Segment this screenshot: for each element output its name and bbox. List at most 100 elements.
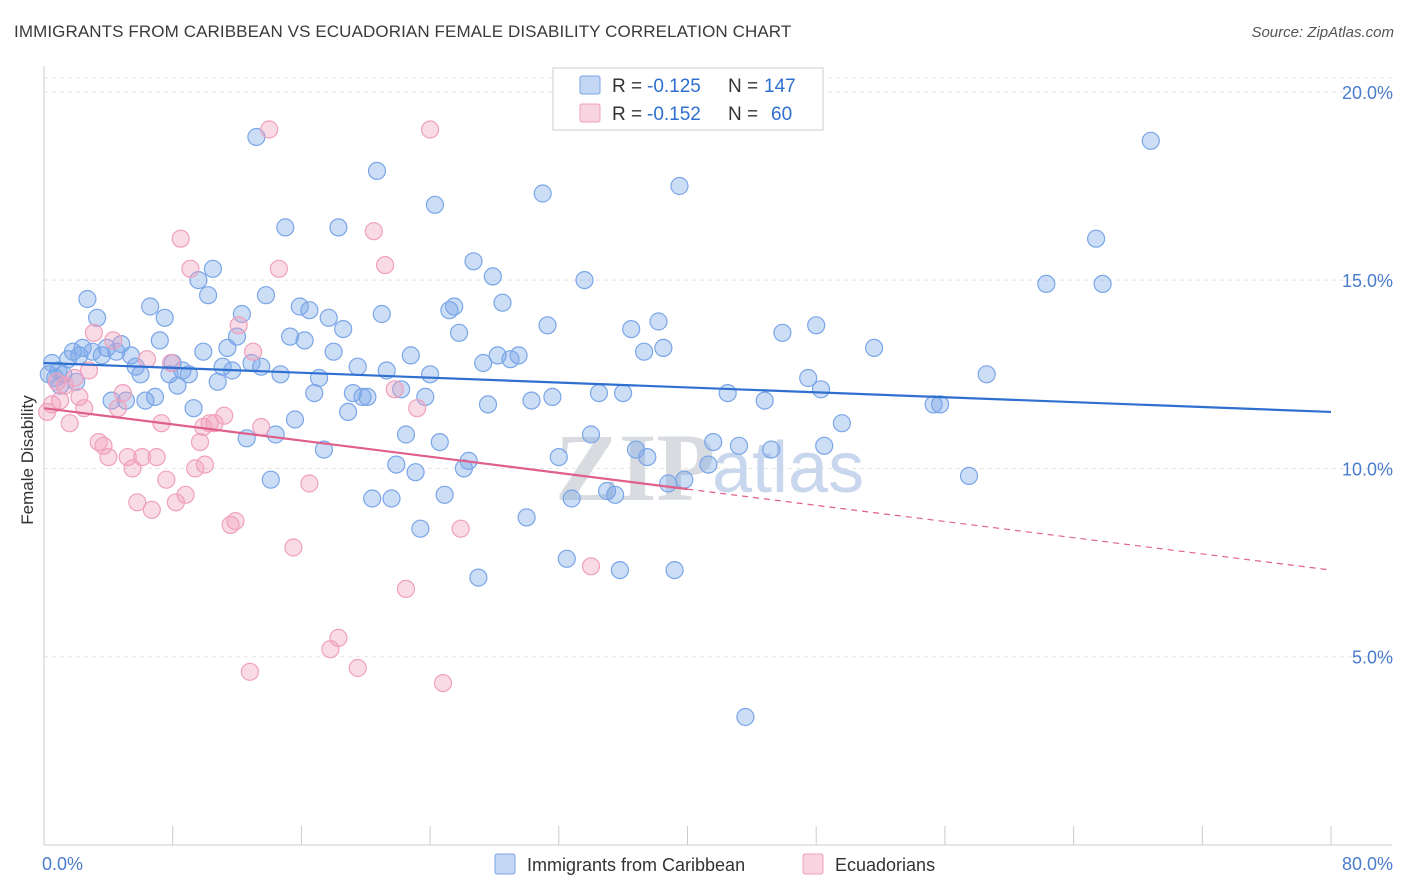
ecuadorian-point-35	[205, 414, 224, 433]
caribbean-point-105	[549, 448, 568, 467]
ecuadorian-point-3	[50, 391, 70, 410]
caribbean-point-134	[807, 316, 826, 335]
caribbean-point-56	[295, 331, 314, 350]
source-label: Source: ZipAtlas.com	[1251, 24, 1394, 41]
ecuadorian-point-52	[396, 579, 416, 599]
caribbean-point-27	[155, 308, 174, 327]
caribbean-point-55	[290, 297, 309, 316]
caribbean-point-11	[78, 289, 97, 309]
caribbean-point-129	[736, 707, 755, 727]
caribbean-point-84	[430, 433, 449, 452]
caribbean-point-62	[324, 342, 343, 361]
ecuadorian-point-48	[348, 658, 367, 678]
legend-n-label-0: N =	[728, 76, 758, 97]
caribbean-point-142	[977, 365, 996, 384]
caribbean-point-104	[543, 387, 562, 406]
ecuadorian-point-29	[176, 485, 195, 504]
caribbean-point-51	[271, 365, 290, 384]
caribbean-point-140	[924, 395, 943, 414]
caribbean-point-53	[281, 327, 300, 346]
ecuadorian-point-40	[244, 342, 263, 361]
ecuadorian-point-7	[70, 387, 89, 406]
caribbean-point-127	[718, 384, 737, 403]
ecuadorian-point-22	[142, 500, 161, 519]
caribbean-point-72	[372, 304, 391, 324]
legend-r-value-1: -0.152	[647, 104, 701, 125]
caribbean-point-23	[136, 391, 155, 410]
caribbean-point-67	[348, 357, 367, 376]
caribbean-point-112	[605, 485, 625, 504]
tick-labels: 5.0% 10.0% 15.0% 20.0% 0.0% 80.0%	[42, 83, 1393, 874]
y-axis-label: Female Disability	[18, 395, 37, 525]
caribbean-point-121	[659, 474, 678, 493]
caribbean-point-102	[533, 184, 552, 203]
bottom-legend: Immigrants from Caribbean Ecuadorians	[494, 853, 935, 875]
caribbean-point-99	[509, 346, 528, 365]
caribbean-point-54	[285, 410, 305, 429]
caribbean-point-146	[1141, 131, 1160, 150]
ecuadorian-point-28	[171, 229, 190, 248]
caribbean-point-79	[406, 463, 425, 482]
ecuadorian-point-53	[408, 399, 427, 418]
caribbean-point-108	[575, 271, 594, 290]
ecuadorian-point-20	[133, 448, 152, 467]
ecuadorian-point-10	[84, 323, 104, 342]
legend-swatch-ecuadorians	[579, 103, 601, 123]
caribbean-point-128	[729, 436, 749, 455]
caribbean-point-58	[305, 384, 324, 403]
ecuadorian-point-55	[433, 673, 453, 693]
bottom-legend-label-caribbean: Immigrants from Caribbean	[527, 855, 745, 875]
ecuadorian-point-42	[260, 120, 279, 139]
caribbean-point-69	[358, 387, 377, 406]
ecuadorian-point-19	[128, 493, 147, 512]
caribbean-point-122	[665, 560, 684, 580]
caribbean-point-100	[517, 508, 536, 527]
caribbean-point-139	[930, 395, 950, 414]
caribbean-point-106	[557, 549, 576, 568]
data-points	[38, 120, 1160, 727]
caribbean-point-95	[483, 267, 502, 286]
caribbean-point-78	[401, 346, 420, 365]
caribbean-point-94	[478, 395, 498, 414]
chart-title: IMMIGRANTS FROM CARIBBEAN VS ECUADORIAN …	[14, 22, 792, 41]
caribbean-point-117	[634, 342, 654, 361]
ecuadorian-trend-extension	[687, 488, 1332, 571]
ecuadorian-point-16	[113, 384, 132, 403]
bottom-legend-label-ecuadorians: Ecuadorians	[835, 855, 935, 875]
caribbean-point-137	[832, 414, 852, 433]
y-tick-label-1: 10.0%	[1342, 459, 1393, 479]
caribbean-point-42	[227, 327, 247, 346]
x-tick-label-1: 80.0%	[1342, 854, 1393, 874]
ecuadorian-point-15	[108, 399, 128, 418]
caribbean-point-80	[411, 519, 430, 538]
caribbean-trend-line	[43, 361, 1332, 414]
caribbean-point-66	[343, 384, 362, 403]
caribbean-point-88	[450, 323, 469, 342]
caribbean-point-85	[435, 485, 454, 504]
ecuadorian-point-56	[451, 519, 470, 538]
y-tick-label-3: 20.0%	[1342, 83, 1393, 103]
caribbean-point-74	[382, 489, 401, 508]
caribbean-point-68	[353, 387, 372, 406]
ecuadorian-point-5	[60, 414, 79, 433]
caribbean-point-10	[73, 338, 92, 357]
caribbean-point-113	[610, 560, 630, 580]
ecuadorian-point-45	[300, 474, 319, 493]
caribbean-point-125	[699, 455, 718, 474]
caribbean-point-22	[131, 365, 150, 384]
ecuadorian-point-39	[229, 316, 248, 335]
ecuadorian-point-31	[186, 459, 205, 478]
ecuadorian-point-36	[215, 406, 234, 425]
ecuadorian-point-41	[252, 417, 271, 437]
caribbean-point-32	[179, 365, 198, 384]
caribbean-point-64	[334, 320, 353, 339]
caribbean-point-138	[864, 338, 884, 357]
legend-swatch-caribbean	[579, 75, 601, 95]
caribbean-point-63	[329, 218, 348, 237]
caribbean-point-71	[367, 161, 387, 180]
ecuadorian-trend-line	[43, 407, 688, 491]
ecuadorian-point-4	[55, 376, 75, 395]
ecuadorian-point-12	[94, 436, 113, 455]
caribbean-point-24	[141, 297, 160, 316]
